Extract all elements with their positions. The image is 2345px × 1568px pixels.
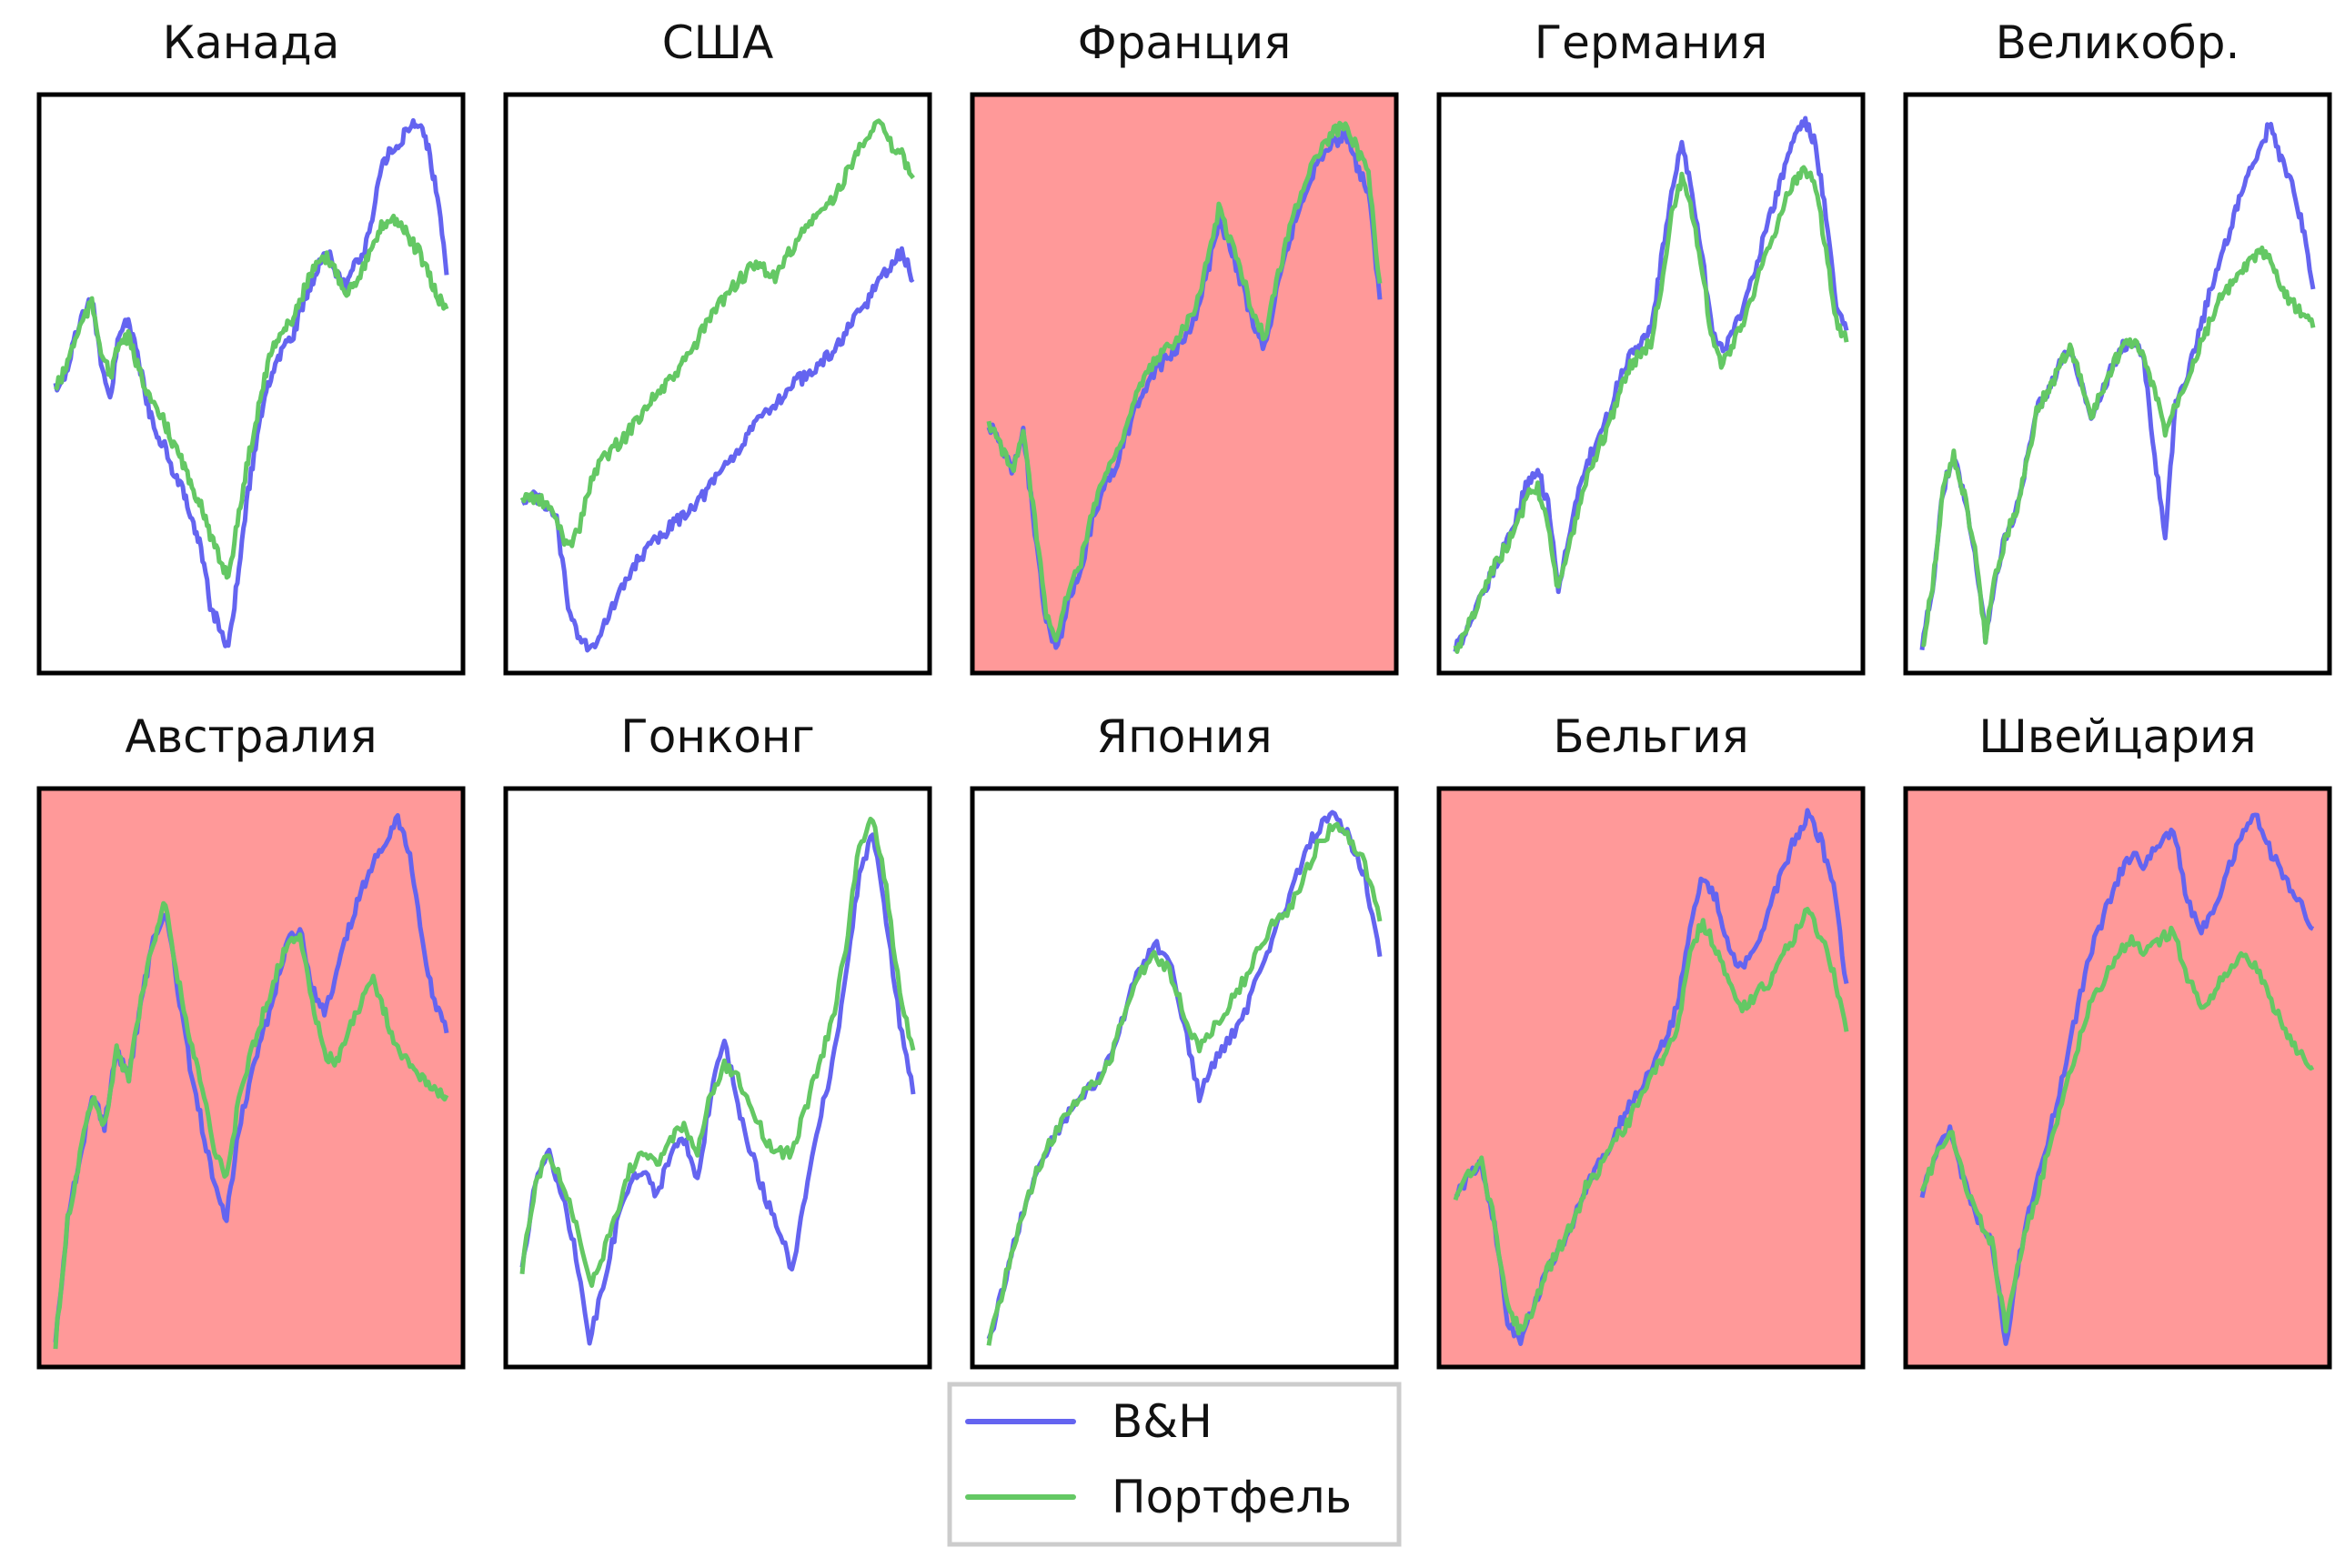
panel-9: Бельгия <box>1436 710 1866 1370</box>
panel-4: Германия <box>1436 16 1866 676</box>
panel-7-title: Гонконг <box>620 710 815 763</box>
panel-2-frame <box>503 92 932 676</box>
panel-6: Австралия <box>36 710 466 1370</box>
panel-6-series-portfolio <box>53 900 449 1350</box>
panel-2-series-portfolio <box>519 118 915 548</box>
panel-3-title: Франция <box>1078 16 1292 69</box>
panel-6-title: Австралия <box>125 710 377 763</box>
panel-9-title: Бельгия <box>1553 710 1748 763</box>
panel-4-frame <box>1436 92 1866 676</box>
panel-1-frame <box>36 92 466 676</box>
legend-box <box>947 1382 1402 1547</box>
panel-1-title: Канада <box>163 16 340 69</box>
panel-5-background <box>1906 95 2330 673</box>
panel-5: Великобр. <box>1903 16 2332 676</box>
panel-2-background <box>506 95 930 673</box>
panel-8-title: Япония <box>1096 710 1272 763</box>
panel-1-series-bh <box>53 117 449 648</box>
panel-10: Швейцария <box>1903 710 2332 1370</box>
panel-5-title: Великобр. <box>1996 16 2240 69</box>
panel-8-background <box>972 789 1396 1367</box>
panel-2: США <box>503 16 932 676</box>
panel-3-frame <box>970 92 1399 676</box>
panel-7-series-bh <box>519 832 916 1346</box>
panel-7-background <box>506 789 930 1367</box>
panel-4-series-portfolio <box>1453 165 1849 654</box>
panel-1-background <box>39 95 463 673</box>
panel-8-frame <box>970 786 1399 1370</box>
panel-3-background <box>972 95 1396 673</box>
panel-8: Япония <box>970 710 1399 1370</box>
panel-5-frame <box>1903 92 2332 676</box>
panel-10-title: Швейцария <box>1978 710 2256 763</box>
legend: B&H Портфель <box>947 1382 1402 1547</box>
panel-9-series-portfolio <box>1453 907 1849 1336</box>
panel-3-series-portfolio <box>986 120 1383 643</box>
panel-6-frame <box>36 786 466 1370</box>
panel-7-frame <box>503 786 932 1370</box>
panel-2-title: США <box>662 16 774 69</box>
panels: Канада США Франция Германия Великобр. Австрал… <box>36 16 2332 1370</box>
panel-3: Франция <box>970 16 1399 676</box>
panel-5-series-portfolio <box>1920 245 2316 648</box>
legend-label-portfolio: Портфель <box>1112 1471 1352 1523</box>
panel-8-series-portfolio <box>986 821 1383 1346</box>
panel-7-series-portfolio <box>519 816 916 1288</box>
panel-4-series-bh <box>1453 116 1849 652</box>
panel-1: Канада <box>36 16 466 676</box>
panel-2-series-bh <box>520 246 915 653</box>
panel-4-title: Германия <box>1535 16 1768 69</box>
legend-label-bh: B&H <box>1112 1395 1213 1448</box>
panel-7: Гонконг <box>503 710 932 1370</box>
panel-10-frame <box>1903 786 2332 1370</box>
panel-1-series-portfolio <box>53 213 449 580</box>
panel-9-frame <box>1436 786 1866 1370</box>
panel-10-series-portfolio <box>1919 925 2315 1334</box>
